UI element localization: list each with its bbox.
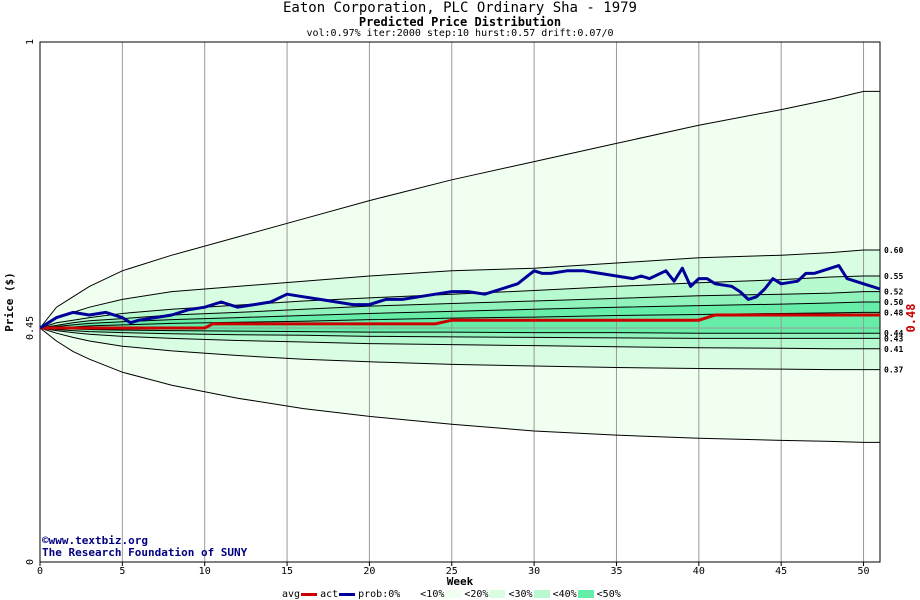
end-label-6: 0.43 — [884, 334, 903, 343]
end-label-1: 0.55 — [884, 272, 903, 281]
legend-b10-label: <10% — [420, 588, 445, 600]
contour-4 — [39, 311, 880, 329]
contour-9 — [39, 327, 880, 443]
credit-site: ©www.textbiz.org — [42, 534, 148, 547]
end-label-3: 0.50 — [884, 298, 903, 307]
x-tick-label-40: 40 — [693, 566, 705, 577]
end-label-0: 0.60 — [884, 246, 903, 255]
legend-prob0-label: prob:0% — [358, 588, 401, 600]
x-axis-label: Week — [447, 575, 474, 588]
legend-b40-swatch — [577, 590, 594, 598]
legend-b20-label: <20% — [464, 588, 489, 600]
contour-2 — [39, 291, 880, 329]
end-label-2: 0.52 — [884, 288, 903, 297]
avg-line — [40, 313, 880, 330]
legend-prob0-swatch — [401, 590, 418, 598]
end-label-8: 0.37 — [884, 366, 903, 375]
credit-site-text: www.textbiz.org — [48, 534, 148, 547]
x-tick-label-5: 5 — [119, 566, 125, 577]
legend-act-swatch — [339, 592, 356, 596]
chart-subtitle: Predicted Price Distribution — [358, 15, 562, 29]
x-tick-label-45: 45 — [775, 566, 787, 577]
legend-act-label: act — [320, 588, 339, 600]
y-tick-label-1: 0.45 — [25, 316, 36, 340]
x-tick-label-20: 20 — [363, 566, 375, 577]
contour-upper — [39, 90, 880, 329]
x-tick-label-30: 30 — [528, 566, 540, 577]
credit-organization: The Research Foundation of SUNY — [42, 546, 248, 559]
legend-avg-label: avg — [282, 588, 301, 600]
legend: avg act prob:0% <10% <20% <30% <40% <50% — [282, 588, 622, 600]
x-tick-label-0: 0 — [37, 566, 43, 577]
probability-bands — [40, 91, 880, 443]
y-tick-label-0: 0 — [25, 559, 36, 565]
legend-b30-swatch — [533, 590, 550, 598]
x-tick-label-10: 10 — [199, 566, 211, 577]
legend-b40-label: <40% — [552, 588, 577, 600]
legend-b30-label: <30% — [508, 588, 533, 600]
end-label-7: 0.41 — [884, 345, 903, 354]
copyright-icon: © — [42, 534, 49, 547]
series-lines — [39, 264, 881, 330]
contour-8 — [39, 327, 880, 371]
legend-b10-swatch — [445, 590, 462, 598]
legend-b50-label: <50% — [596, 588, 621, 600]
act-line — [39, 264, 881, 330]
legend-b20-swatch — [489, 590, 506, 598]
simulation-parameters: vol:0.97% iter:2000 step:10 hurst:0.57 d… — [306, 28, 614, 39]
x-tick-label-15: 15 — [281, 566, 293, 577]
plot-frame — [39, 41, 881, 563]
x-tick-label-25: 25 — [446, 566, 458, 577]
contour-3 — [39, 301, 880, 329]
x-tick-label-50: 50 — [858, 566, 870, 577]
y-tick-label-2: 1 — [25, 39, 36, 45]
current-price-label: 0.48 — [904, 304, 918, 333]
percentile-lines — [39, 90, 880, 443]
chart-title: Eaton Corporation, PLC Ordinary Sha - 19… — [282, 0, 637, 16]
end-label-4: 0.48 — [884, 308, 903, 317]
contour-0 — [39, 249, 880, 329]
axis-ticks: 0 5 10 15 20 25 30 35 40 45 5000.4510.600.550.520.… — [25, 39, 903, 577]
contour-6 — [39, 327, 880, 339]
y-axis-label: Price ($) — [3, 272, 16, 332]
contour-1 — [39, 275, 880, 329]
x-tick-label-35: 35 — [610, 566, 622, 577]
end-label-5: 0.44 — [884, 329, 903, 338]
legend-avg-swatch — [301, 592, 318, 596]
contour-7 — [39, 327, 880, 350]
